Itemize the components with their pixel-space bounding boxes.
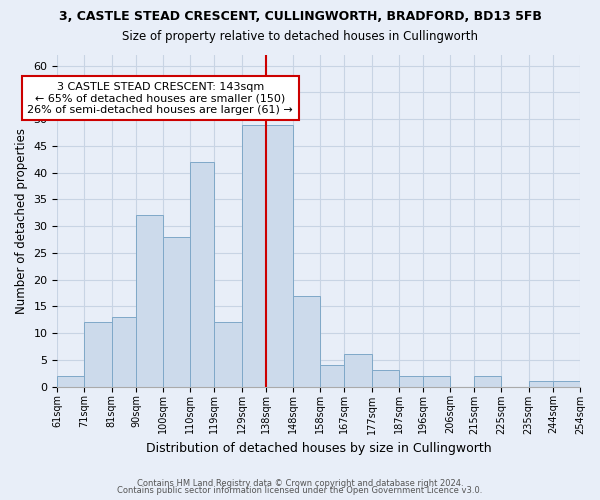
Bar [136, 216, 163, 386]
Bar [214, 322, 242, 386]
Bar [398, 376, 423, 386]
Text: Size of property relative to detached houses in Cullingworth: Size of property relative to detached ho… [122, 30, 478, 43]
Bar [371, 370, 398, 386]
Bar [112, 317, 136, 386]
Bar [553, 381, 580, 386]
Bar [293, 296, 320, 386]
Bar [423, 376, 450, 386]
Bar [58, 376, 85, 386]
Text: 3, CASTLE STEAD CRESCENT, CULLINGWORTH, BRADFORD, BD13 5FB: 3, CASTLE STEAD CRESCENT, CULLINGWORTH, … [59, 10, 541, 23]
Text: Contains public sector information licensed under the Open Government Licence v3: Contains public sector information licen… [118, 486, 482, 495]
Text: Contains HM Land Registry data © Crown copyright and database right 2024.: Contains HM Land Registry data © Crown c… [137, 478, 463, 488]
Bar [475, 376, 502, 386]
Bar [190, 162, 214, 386]
Text: 3 CASTLE STEAD CRESCENT: 143sqm
← 65% of detached houses are smaller (150)
26% o: 3 CASTLE STEAD CRESCENT: 143sqm ← 65% of… [28, 82, 293, 115]
Bar [320, 365, 344, 386]
Bar [344, 354, 371, 386]
Bar [85, 322, 112, 386]
Bar [242, 124, 266, 386]
Bar [163, 237, 190, 386]
X-axis label: Distribution of detached houses by size in Cullingworth: Distribution of detached houses by size … [146, 442, 491, 455]
Y-axis label: Number of detached properties: Number of detached properties [15, 128, 28, 314]
Bar [529, 381, 553, 386]
Bar [266, 124, 293, 386]
